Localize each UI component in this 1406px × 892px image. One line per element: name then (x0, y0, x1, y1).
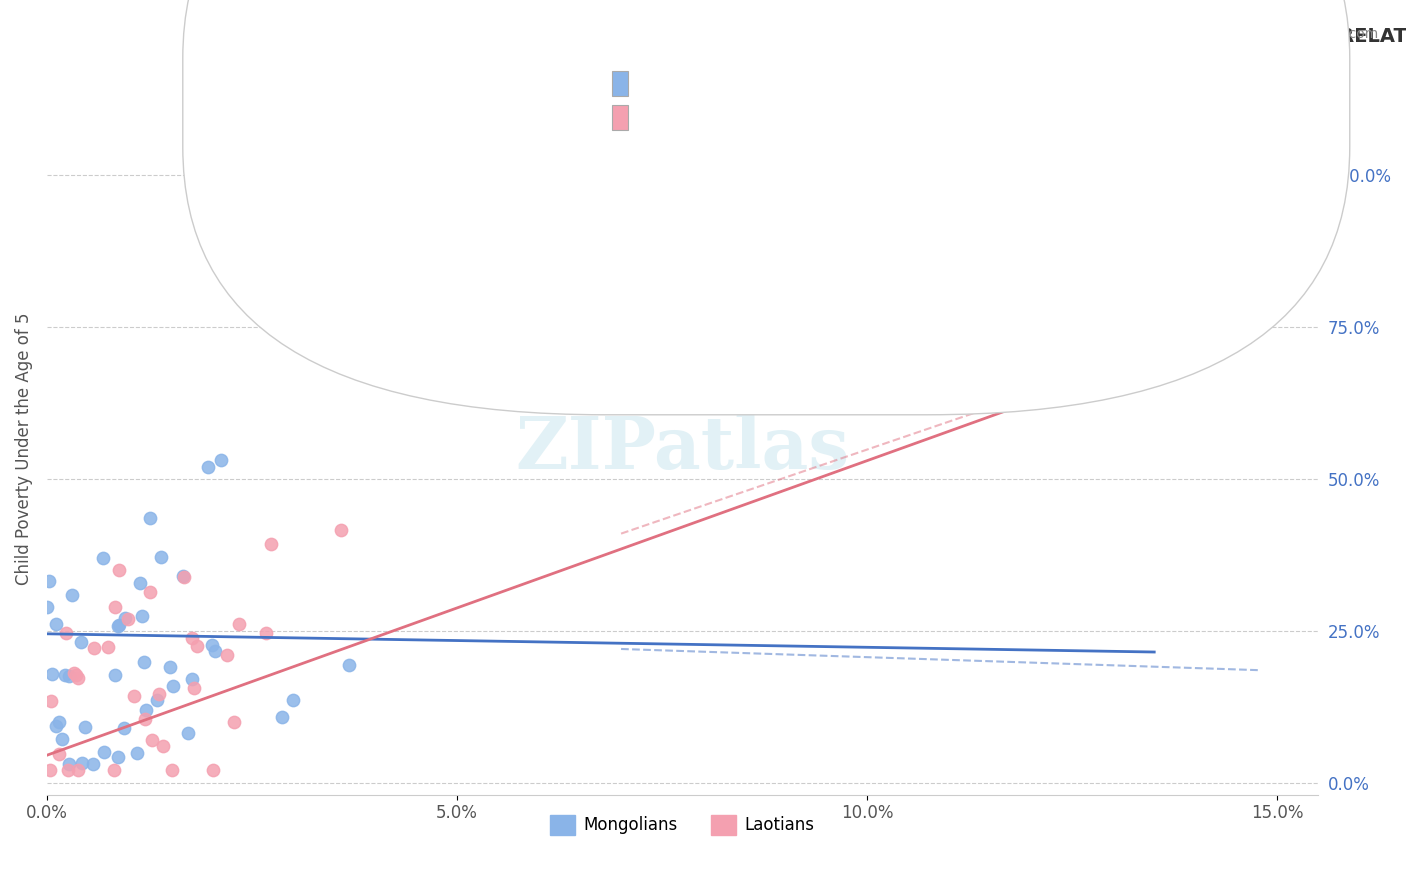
Text: ZIPatlas: ZIPatlas (516, 413, 849, 484)
Point (330, 524, 353, 538)
Point (260, 537, 283, 551)
Point (39, 694, 62, 708)
Point (48, 714, 70, 729)
Point (337, 658, 360, 673)
Text: 0.541: 0.541 (665, 105, 721, 123)
Point (122, 689, 145, 703)
Point (60, 588, 83, 602)
Point (67, 671, 90, 685)
Point (97, 640, 120, 655)
Point (93, 746, 115, 760)
Point (281, 692, 304, 706)
Point (228, 617, 250, 632)
Point (41, 666, 63, 681)
Point (181, 672, 204, 686)
Point (146, 693, 169, 707)
Point (107, 619, 129, 633)
Point (112, 721, 135, 735)
Legend: Mongolians, Laotians: Mongolians, Laotians (544, 808, 821, 842)
Point (37, 599, 59, 614)
Text: 34: 34 (759, 105, 785, 123)
Point (149, 549, 172, 564)
Text: R = -0.040   N = 43: R = -0.040 N = 43 (633, 71, 810, 89)
Point (114, 611, 136, 625)
Point (127, 746, 149, 760)
Point (183, 681, 205, 695)
Point (148, 687, 170, 701)
Point (70, 635, 93, 649)
Point (202, 764, 225, 778)
Point (48, 747, 70, 761)
Text: MONGOLIAN VS LAOTIAN CHILD POVERTY UNDER THE AGE OF 5 CORRELATION CHART: MONGOLIAN VS LAOTIAN CHILD POVERTY UNDER… (591, 27, 1406, 45)
Point (139, 585, 162, 599)
Point (70, 756, 93, 770)
Point (51, 731, 73, 746)
Point (45, 616, 67, 631)
Point (53, 667, 76, 681)
Point (172, 569, 194, 583)
Point (108, 617, 131, 632)
Point (103, 764, 125, 778)
Point (104, 599, 127, 614)
Point (180, 632, 202, 646)
Point (39, 764, 62, 778)
Point (45, 719, 67, 733)
Point (104, 667, 127, 681)
Point (73, 720, 96, 734)
Point (160, 763, 183, 777)
Point (222, 714, 245, 729)
Point (186, 639, 208, 653)
Point (82, 757, 104, 772)
Point (117, 612, 139, 626)
Point (55, 625, 77, 640)
Point (162, 680, 184, 694)
Point (131, 609, 153, 624)
Text: R =   0.541   N = 34: R = 0.541 N = 34 (633, 105, 815, 123)
Point (254, 626, 277, 640)
Point (107, 750, 129, 764)
Point (139, 511, 162, 525)
Point (134, 712, 156, 726)
Point (66, 764, 89, 778)
Text: 43: 43 (759, 71, 785, 89)
Point (209, 453, 232, 467)
Y-axis label: Child Poverty Under the Age of 5: Child Poverty Under the Age of 5 (15, 312, 32, 585)
Point (197, 460, 219, 475)
Point (215, 648, 238, 662)
Point (152, 739, 174, 753)
Point (65, 668, 87, 682)
Point (38, 574, 60, 588)
Point (141, 732, 163, 747)
Point (91, 551, 114, 566)
Point (62, 665, 84, 680)
Point (135, 703, 157, 717)
Point (56, 764, 79, 778)
Point (204, 644, 226, 658)
Point (132, 655, 155, 669)
Point (58, 668, 80, 682)
Point (83, 640, 105, 655)
Point (201, 638, 224, 652)
Point (159, 659, 181, 673)
Point (271, 709, 294, 723)
Point (108, 563, 131, 577)
Point (897, 174, 920, 188)
Text: -0.040: -0.040 (665, 71, 730, 89)
Text: Source: ZipAtlas.com: Source: ZipAtlas.com (1230, 27, 1378, 41)
Point (173, 570, 195, 584)
Point (176, 726, 198, 740)
Point (58, 757, 80, 772)
Point (129, 576, 152, 591)
